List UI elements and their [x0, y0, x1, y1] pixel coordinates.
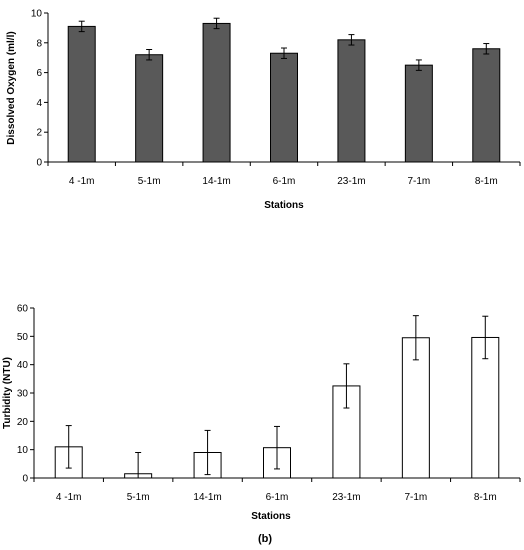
bar — [135, 54, 164, 163]
category-label: 8-1m — [475, 176, 498, 187]
y-ticks: 0 2 4 6 8 10 — [31, 9, 521, 169]
y-tick-label: 4 — [36, 98, 42, 109]
x-axis-title: Stations — [251, 511, 291, 522]
bar — [472, 48, 501, 163]
category-label: 5-1m — [127, 492, 150, 503]
panel-label-b: (b) — [258, 533, 272, 545]
category-label: 7-1m — [404, 492, 427, 503]
y-axis-title: Turbidity (NTU) — [2, 357, 13, 429]
bar — [337, 39, 366, 163]
category-label: 14-1m — [193, 492, 221, 503]
category-label: 23-1m — [332, 492, 360, 503]
y-tick-label: 20 — [17, 417, 29, 428]
bar — [401, 337, 430, 479]
category-label: 14-1m — [202, 176, 230, 187]
y-tick-label: 8 — [36, 38, 42, 49]
category-label: 5-1m — [138, 176, 161, 187]
category-label: 7-1m — [407, 176, 430, 187]
category-label: 6-1m — [266, 492, 289, 503]
bars — [54, 315, 500, 479]
category-label: 6-1m — [273, 176, 296, 187]
category-labels: 4 -1m 5-1m 14-1m 6-1m 23-1m 7-1m 8-1m — [56, 492, 497, 503]
y-tick-label: 10 — [31, 9, 43, 20]
category-labels: 4 -1m 5-1m 14-1m 6-1m 23-1m 7-1m 8-1m — [69, 176, 498, 187]
bar — [202, 22, 231, 163]
y-tick-label: 6 — [36, 68, 42, 79]
y-tick-label: 0 — [22, 474, 28, 485]
y-tick-label: 50 — [17, 332, 29, 343]
y-axis-title: Dissolved Oxygen (ml/l) — [6, 31, 17, 144]
dissolved-oxygen-chart: Dissolved Oxygen (ml/l) Stations 0 2 4 6 8 10… — [6, 9, 521, 211]
bar — [67, 25, 96, 163]
y-ticks: 0 10 20 30 40 50 60 — [17, 304, 521, 485]
y-tick-label: 30 — [17, 389, 29, 400]
y-tick-label: 60 — [17, 304, 29, 315]
category-label: 4 -1m — [69, 176, 95, 187]
x-axis-title: Stations — [264, 200, 304, 211]
bar — [270, 52, 298, 163]
bars — [67, 17, 501, 163]
turbidity-chart: Turbidity (NTU) Stations 0 10 20 30 40 50 60 4… — [2, 304, 521, 522]
category-label: 23-1m — [337, 176, 365, 187]
y-tick-label: 0 — [36, 158, 42, 169]
y-tick-label: 40 — [17, 360, 29, 371]
category-label: 4 -1m — [56, 492, 82, 503]
y-tick-label: 10 — [17, 445, 29, 456]
bar — [471, 336, 500, 479]
y-tick-label: 2 — [36, 128, 42, 139]
category-label: 8-1m — [474, 492, 497, 503]
bar — [404, 64, 433, 163]
